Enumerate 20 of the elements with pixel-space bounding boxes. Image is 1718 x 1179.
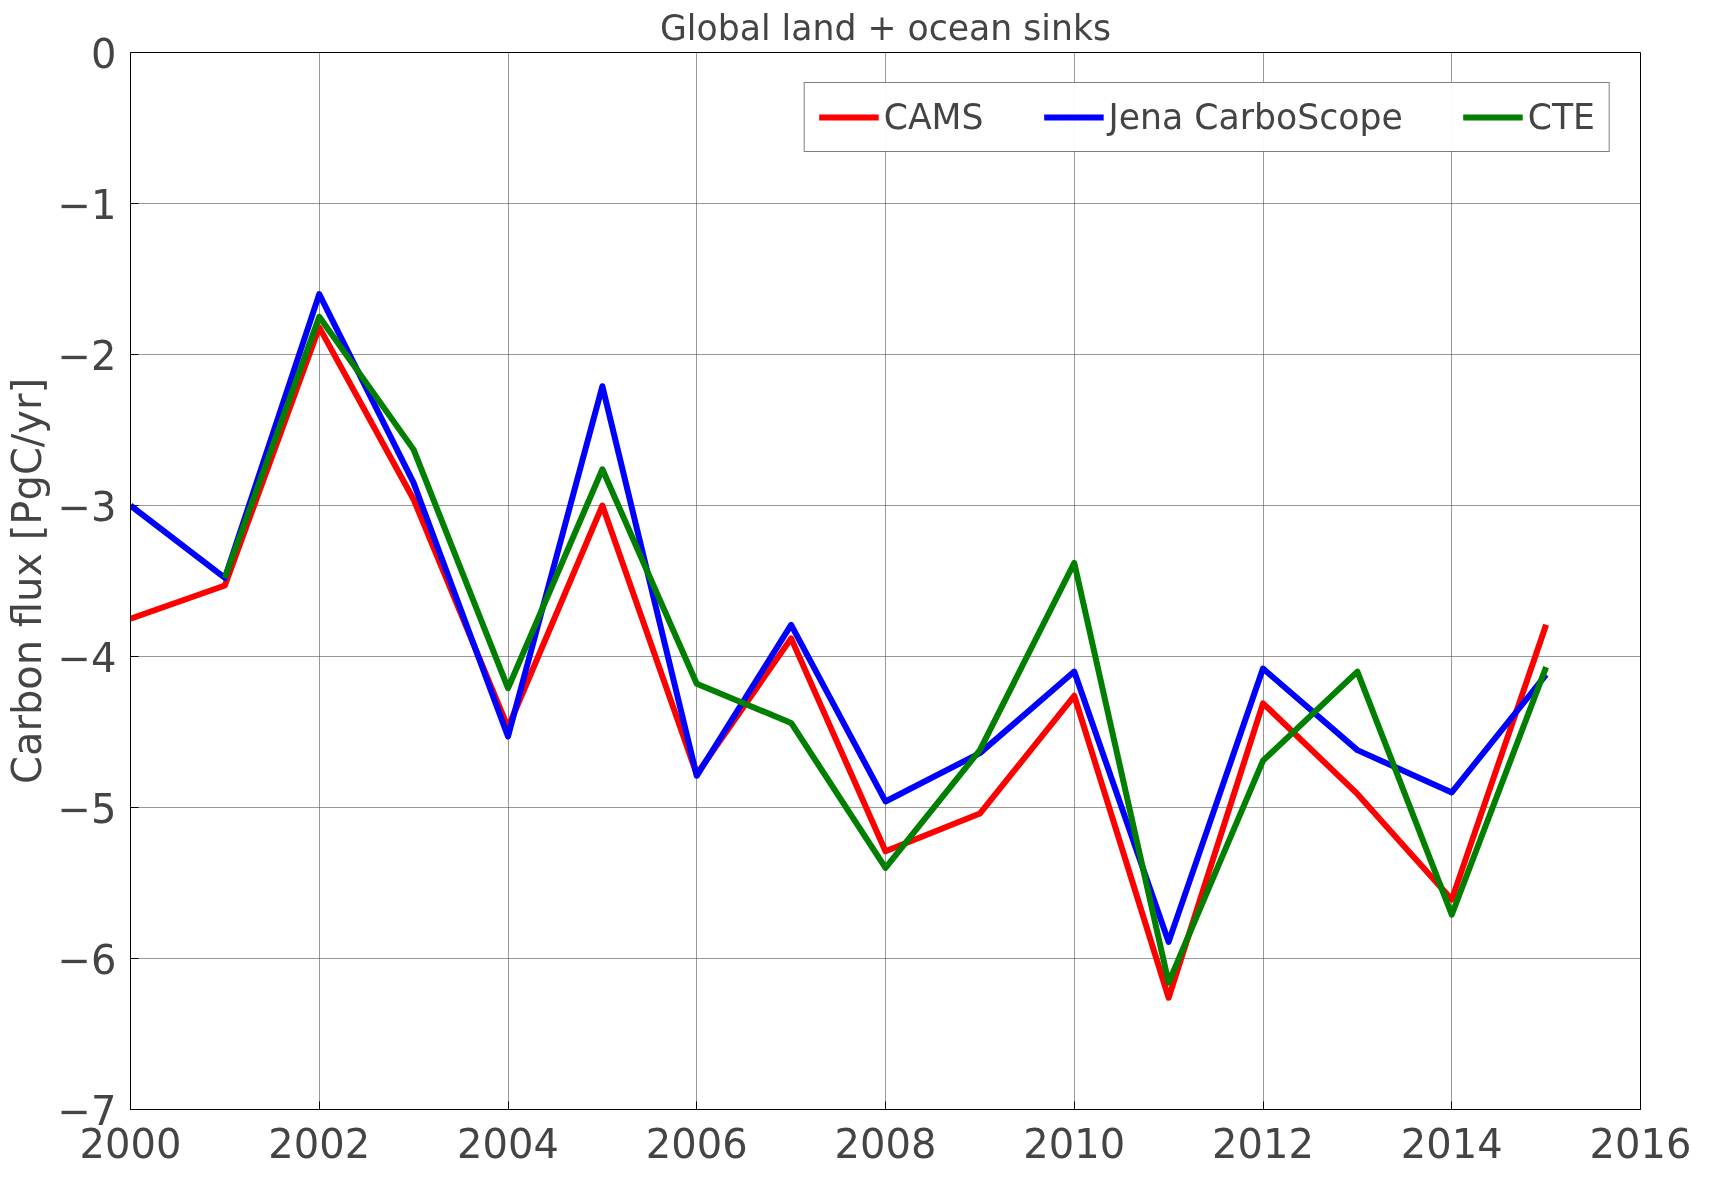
x-tick-label: 2016 [1589,1120,1692,1167]
y-tick-label: −2 [57,332,117,379]
y-tick-label: −5 [57,785,117,832]
x-tick-label: 2012 [1212,1120,1314,1167]
x-tick-label: 2002 [268,1120,371,1167]
legend-label: CTE [1527,97,1595,137]
x-tick-label: 2006 [645,1120,748,1167]
y-tick-label: −1 [57,181,117,228]
legend-label: Jena CarboScope [1108,97,1403,137]
x-tick-label: 2004 [457,1120,559,1167]
y-tick-label: −6 [57,936,117,983]
x-tick-label: 2014 [1400,1120,1503,1167]
y-tick-label: 0 [91,30,117,77]
legend-label: CAMS [883,97,984,137]
y-axis-title: Carbon flux [PgC/yr] [3,378,50,784]
x-tick-label: 2008 [834,1120,937,1167]
y-tick-label: −4 [57,634,117,681]
y-tick-label: −3 [57,483,117,530]
x-tick-label: 2010 [1023,1120,1126,1167]
chart-title: Global land + ocean sinks [659,7,1112,48]
